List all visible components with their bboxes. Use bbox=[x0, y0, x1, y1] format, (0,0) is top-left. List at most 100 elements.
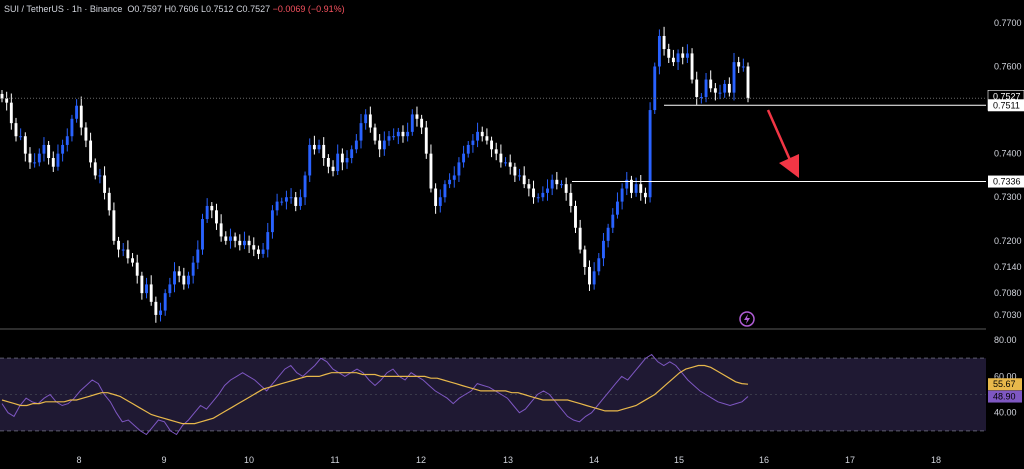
candle-body bbox=[261, 249, 265, 254]
candle-body bbox=[149, 284, 153, 302]
candle-body bbox=[182, 275, 186, 285]
candle-body bbox=[93, 162, 97, 176]
candle-body bbox=[126, 249, 130, 259]
time-tick-label: 12 bbox=[416, 455, 426, 465]
candle-body bbox=[541, 192, 545, 198]
candle-body bbox=[746, 66, 750, 99]
price-tick-label: 0.7140 bbox=[994, 262, 1022, 272]
candle-body bbox=[438, 197, 442, 206]
time-tick-label: 11 bbox=[330, 455, 339, 465]
candle-body bbox=[662, 35, 666, 50]
current-price-value: 0.7527 bbox=[993, 91, 1021, 101]
candle-body bbox=[275, 201, 279, 211]
candle-body bbox=[620, 188, 624, 202]
horizontal-lines bbox=[0, 97, 986, 183]
candle-body bbox=[643, 192, 647, 198]
candle-body bbox=[382, 140, 386, 150]
candle-body bbox=[368, 114, 372, 128]
candle-body bbox=[187, 275, 190, 285]
candle-body bbox=[47, 144, 51, 159]
candle-body bbox=[33, 162, 37, 164]
candle-body bbox=[466, 144, 470, 154]
rsi-value-badge bbox=[988, 378, 1022, 391]
candle-body bbox=[303, 175, 307, 198]
line-price-value: 0.7336 bbox=[993, 177, 1021, 187]
time-tick-label: 13 bbox=[503, 455, 513, 465]
candle-body bbox=[527, 184, 531, 189]
candle-body bbox=[448, 179, 452, 185]
rsi-tick-label: 80.00 bbox=[994, 335, 1017, 345]
rsi-ma-line bbox=[1, 364, 749, 425]
candle-body bbox=[280, 201, 284, 203]
candle-body bbox=[401, 131, 405, 137]
candle-body bbox=[210, 205, 214, 211]
candle-body bbox=[480, 131, 484, 137]
price-tick-label: 0.7080 bbox=[994, 288, 1022, 298]
candle-body bbox=[588, 266, 591, 285]
candle-body bbox=[699, 96, 703, 98]
candle-body bbox=[331, 166, 335, 172]
candle-body bbox=[243, 240, 246, 246]
candle-body bbox=[70, 118, 74, 137]
candle-body bbox=[392, 136, 396, 138]
legend-change: −0.0069 (−0.91%) bbox=[272, 4, 345, 14]
lightning-icon[interactable] bbox=[739, 311, 755, 327]
candle-body bbox=[676, 53, 680, 63]
candle-body bbox=[611, 214, 615, 228]
candle-body bbox=[0, 93, 4, 99]
time-tick-label: 14 bbox=[589, 455, 599, 465]
candle-body bbox=[737, 62, 741, 67]
candle-body bbox=[5, 98, 9, 103]
candle-body bbox=[518, 175, 521, 177]
candle-body bbox=[536, 197, 540, 199]
candle-body bbox=[224, 236, 228, 241]
candle-body bbox=[387, 136, 391, 141]
time-tick-label: 8 bbox=[76, 455, 81, 465]
candle-body bbox=[317, 144, 321, 150]
candle-body bbox=[205, 205, 209, 220]
candle-body bbox=[196, 249, 200, 263]
candle-body bbox=[14, 123, 18, 137]
candle-body bbox=[602, 240, 605, 259]
candle-body bbox=[135, 262, 139, 276]
time-tick-label: 10 bbox=[244, 455, 254, 465]
candle-body bbox=[65, 136, 69, 145]
candle-body bbox=[695, 79, 699, 97]
candle-body bbox=[322, 144, 326, 159]
rsi-line bbox=[1, 353, 749, 436]
candle-body bbox=[28, 153, 32, 163]
candle-body bbox=[452, 175, 456, 180]
candle-body bbox=[457, 162, 461, 176]
candle-body bbox=[597, 258, 601, 272]
candle-body bbox=[121, 249, 125, 251]
candle-body bbox=[560, 184, 563, 186]
time-tick-label: 16 bbox=[759, 455, 769, 465]
candle-body bbox=[61, 144, 65, 154]
candle-body bbox=[625, 179, 629, 189]
candle-body bbox=[364, 114, 368, 124]
price-tick-label: 0.7300 bbox=[994, 192, 1022, 202]
candle-body bbox=[415, 114, 419, 119]
price-tick-label: 0.7600 bbox=[994, 61, 1022, 71]
legend-low: L0.7512 bbox=[201, 4, 234, 14]
candle-body bbox=[98, 175, 102, 177]
time-tick-label: 9 bbox=[161, 455, 166, 465]
candle-body bbox=[718, 92, 722, 94]
candle-body bbox=[378, 140, 382, 150]
candle-body bbox=[434, 188, 438, 206]
candle-body bbox=[103, 175, 107, 193]
candle-body bbox=[616, 201, 619, 215]
candle-body bbox=[84, 127, 88, 141]
candle-body bbox=[89, 140, 93, 163]
candle-body bbox=[229, 236, 232, 241]
price-tick-label: 0.7030 bbox=[994, 310, 1022, 320]
candle-body bbox=[294, 197, 298, 206]
candle-body bbox=[550, 179, 554, 189]
candle-body bbox=[723, 83, 727, 93]
candle-body bbox=[494, 149, 498, 154]
candle-body bbox=[424, 127, 428, 154]
candle-body bbox=[350, 149, 354, 159]
rsi-value-label: 55.67 bbox=[993, 379, 1016, 389]
